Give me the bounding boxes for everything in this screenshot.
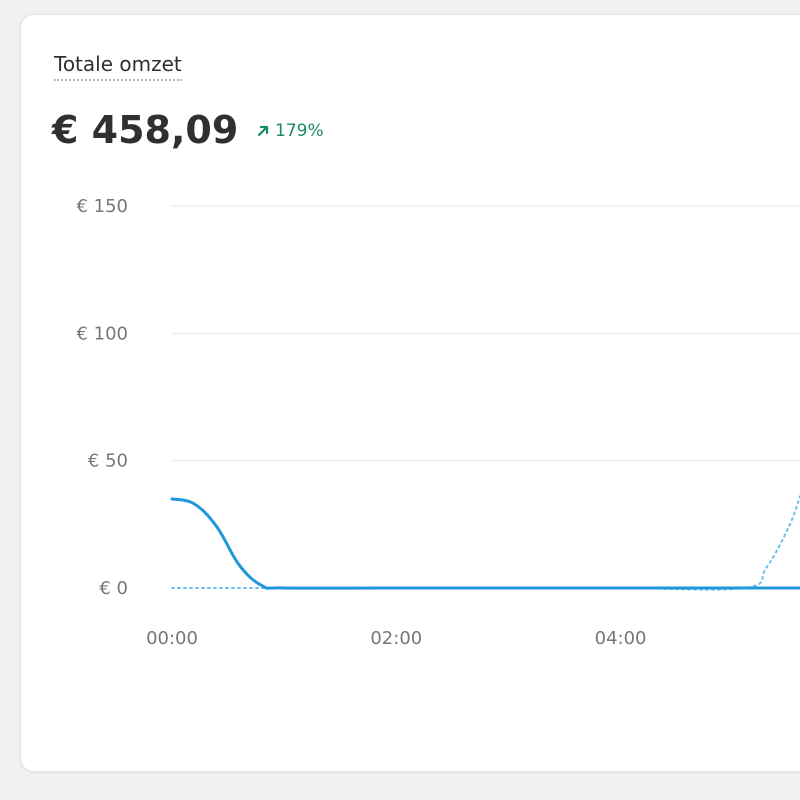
metric-title[interactable]: Totale omzet [54,52,182,81]
metric-value: € 458,09 [52,108,239,152]
total-sales-card [20,14,800,772]
arrow-up-right-icon [257,125,269,137]
trend-indicator: 179% [257,119,324,143]
trend-percentage: 179% [275,121,324,141]
